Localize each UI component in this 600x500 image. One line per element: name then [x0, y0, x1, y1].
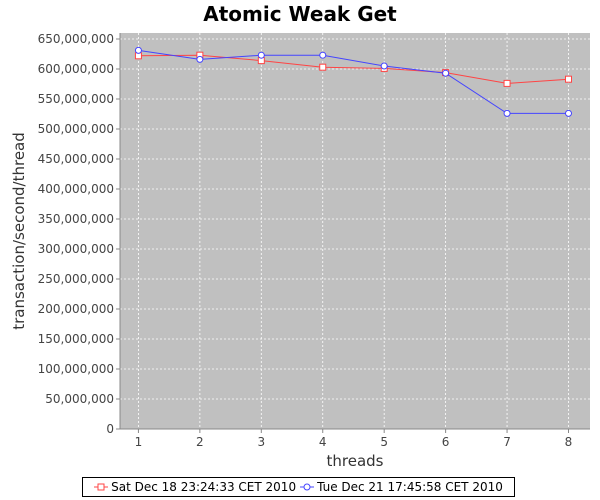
plot-area — [120, 33, 590, 429]
series-2-point — [564, 109, 572, 117]
y-tick-label: 50,000,000 — [45, 392, 114, 406]
series-layer — [134, 46, 572, 117]
y-tick-label: 0 — [106, 422, 114, 436]
x-tick-label: 4 — [319, 435, 327, 449]
legend-label: Tue Dec 21 17:45:58 CET 2010 — [317, 480, 503, 494]
grid — [120, 33, 590, 430]
y-axis-title: transaction/second/thread — [10, 132, 28, 330]
y-tick-label: 600,000,000 — [38, 62, 114, 76]
x-tick-label: 2 — [196, 435, 204, 449]
axes: 0 50,000,000 100,000,000 150,000,000 200,000… — [38, 32, 590, 449]
series-2-point — [196, 55, 204, 63]
y-tick-label: 650,000,000 — [38, 32, 114, 46]
series-2-point — [503, 109, 511, 117]
x-tick-label: 1 — [135, 435, 143, 449]
circle-marker-icon — [300, 483, 315, 491]
y-tick-label: 400,000,000 — [38, 182, 114, 196]
x-tick-label: 6 — [442, 435, 450, 449]
legend-item: Sat Dec 18 23:24:33 CET 2010 — [94, 480, 296, 494]
y-tick-label: 500,000,000 — [38, 122, 114, 136]
square-marker-icon — [94, 483, 109, 491]
series-1-point — [319, 63, 327, 71]
y-tick-label: 550,000,000 — [38, 92, 114, 106]
legend: Sat Dec 18 23:24:33 CET 2010 Tue Dec 21 1… — [82, 477, 515, 497]
series-2-point — [134, 46, 142, 54]
y-tick-label: 450,000,000 — [38, 152, 114, 166]
series-1-point — [564, 75, 572, 83]
y-tick-label: 350,000,000 — [38, 212, 114, 226]
x-tick-label: 5 — [380, 435, 388, 449]
series-2-point — [319, 51, 327, 59]
series-2-point — [380, 62, 388, 70]
y-tick-label: 250,000,000 — [38, 272, 114, 286]
x-tick-label: 3 — [257, 435, 265, 449]
series-line-1 — [138, 54, 569, 84]
y-tick-label: 300,000,000 — [38, 242, 114, 256]
chart-title: Atomic Weak Get — [203, 2, 397, 26]
series-line-2 — [138, 49, 569, 114]
x-axis-title: threads — [327, 452, 384, 470]
x-tick-label: 7 — [503, 435, 511, 449]
series-2-point — [442, 69, 450, 77]
y-tick-label: 150,000,000 — [38, 332, 114, 346]
x-tick-label: 8 — [565, 435, 573, 449]
legend-label: Sat Dec 18 23:24:33 CET 2010 — [111, 480, 297, 494]
y-tick-label: 200,000,000 — [38, 302, 114, 316]
series-1-point — [503, 79, 511, 87]
legend-item: Tue Dec 21 17:45:58 CET 2010 — [300, 480, 503, 494]
y-tick-label: 100,000,000 — [38, 362, 114, 376]
series-2-point — [257, 51, 265, 59]
